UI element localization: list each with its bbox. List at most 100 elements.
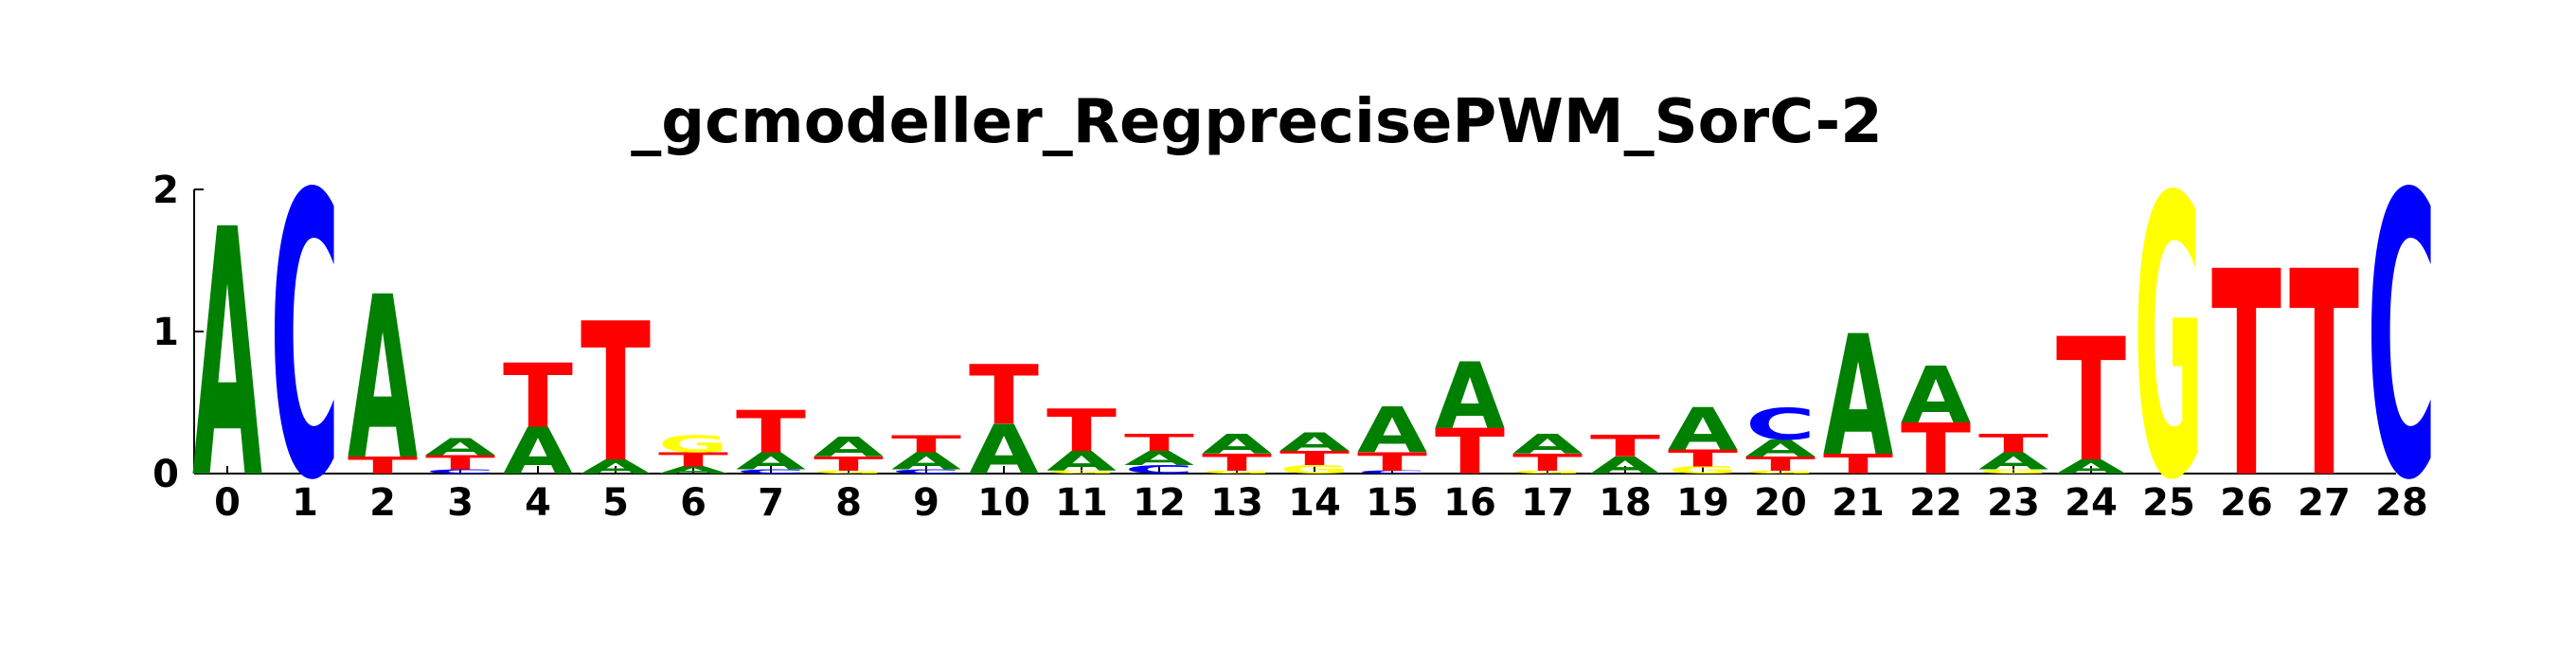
logo-letter-a: A [503,414,573,489]
logo-letter-c: C [2367,112,2437,565]
logo-letter-a: A [581,456,652,478]
x-tick-label: 21 [1832,481,1885,525]
logo-letter-t: T [736,398,806,466]
x-tick-label: 6 [680,481,707,525]
logo-letter-a: A [348,249,418,510]
logo-letter-a: A [1357,395,1428,467]
logo-letter-t: T [581,283,651,505]
logo-letter-c: C [891,468,961,475]
logo-letter-g: G [1202,470,1272,475]
logo-letter-t: T [1901,408,1971,490]
y-tick-label: 1 [152,311,179,354]
x-tick-label: 12 [1133,481,1186,525]
x-tick-label: 9 [913,481,939,525]
x-tick-label: 15 [1366,481,1419,525]
logo-letter-t: T [1512,449,1583,476]
logo-letter-a: A [658,465,729,476]
x-tick-label: 3 [447,481,474,525]
x-tick-label: 27 [2298,481,2351,525]
logo-letter-c: C [1124,463,1194,476]
logo-letter-t: T [814,453,884,475]
logo-letter-t: T [2056,302,2126,499]
logo-letter-a: A [1512,428,1583,460]
logo-letter-a: A [969,410,1040,490]
x-tick-label: 0 [214,481,241,525]
y-tick-labels: 0 1 2 [152,169,179,496]
logo-letter-t: T [1357,447,1427,476]
x-tick-label: 26 [2220,481,2273,525]
x-tick-label: 24 [2065,481,2118,525]
axes [193,188,2403,475]
y-tick-label: 0 [152,453,179,496]
x-tick-label: 16 [1443,481,1496,525]
logo-letter-t: T [503,345,573,447]
logo-letter-a: A [1279,427,1350,457]
logo-letter-a: A [2056,456,2127,478]
x-tick-label: 22 [1909,481,1962,525]
logo-letter-a: A [1978,448,2048,475]
logo-letter-a: A [1590,452,1660,479]
logo-letter-a: A [1046,445,1117,477]
logo-letter-t: T [1978,429,2048,458]
logo-letter-c: C [425,468,495,475]
logo-letter-g: G [1279,463,1350,476]
logo-letter-g: G [1512,470,1583,475]
logo-letter-t: T [658,449,728,472]
logo-letter-t: T [1046,397,1117,465]
x-tick-label: 19 [1676,481,1729,525]
logo-letter-a: A [1435,344,1505,451]
logo-letter-g: G [1046,470,1117,475]
x-tick-label: 13 [1210,481,1263,525]
x-tick-label: 7 [758,481,784,525]
logo-letter-g: G [1978,468,2048,475]
x-tick-label: 25 [2142,481,2195,525]
x-tick-label: 18 [1599,481,1652,525]
x-tick-label: 17 [1521,481,1574,525]
logo-letter-a: A [425,434,495,461]
x-tick-labels: 0 1 2 3 4 5 6 7 8 9 10 11 12 13 14 15 16 17 18 19 20 21 22 23 24… [214,481,2428,525]
logo-letter-a: A [1668,395,1738,463]
logo-letter-a: A [736,448,806,475]
logo-letter-c: C [270,112,340,565]
logo-letter-a: A [1745,435,1816,462]
x-tick-label: 20 [1754,481,1807,525]
logo-letter-g: G [2134,116,2204,565]
logo-letter-a: A [814,431,884,463]
x-tick-label: 14 [1288,481,1341,525]
logo-letter-a: A [1124,447,1195,470]
logo-letter-t: T [2289,212,2359,541]
logo-letter-c: C [1745,400,1816,450]
logo-letter-t: T [1202,449,1272,476]
logo-letter-a: A [891,448,961,475]
logo-letter-t: T [348,452,418,479]
logo-letter-a: A [192,159,263,555]
logo-letter-a: A [1901,350,1971,441]
logo-letter-a: A [1202,428,1272,460]
logo-letter-g: G [1668,465,1738,476]
logo-letter-t: T [425,452,495,475]
logo-letter-t: T [1124,429,1194,457]
logo-letter-t: T [1435,417,1505,489]
logo-letter-t: T [969,349,1039,443]
logo-letter-t: T [1279,447,1350,470]
x-tick-label: 28 [2375,481,2428,525]
x-tick-label: 11 [1055,481,1108,525]
logo-letter-t: T [1745,453,1816,475]
logo-letter-t: T [1823,448,1893,480]
x-tick-label: 10 [977,481,1030,525]
chart-title: _gcmodeller_RegprecisePWM_SorC-2 [631,87,1882,157]
logo-letter-g: G [1745,470,1816,475]
x-tick-label: 1 [292,481,318,525]
logo-letter-t: T [1590,429,1660,463]
logo-letter-t: T [1668,445,1738,473]
logo-letter-c: C [1357,470,1427,475]
y-tick-label: 2 [152,169,179,212]
logo-letter-g: G [658,431,728,458]
logo-letter-t: T [891,431,961,458]
logo-letter-t: T [2211,212,2281,541]
logo-letter-c: C [736,468,806,475]
x-tick-label: 2 [369,481,396,525]
x-tick-label: 8 [835,481,862,525]
